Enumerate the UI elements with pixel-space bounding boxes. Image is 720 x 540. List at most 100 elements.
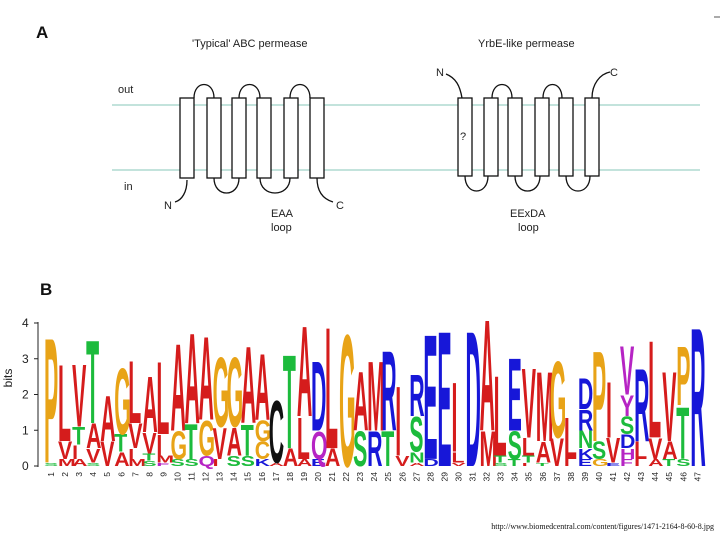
logo-letter: E — [423, 297, 437, 496]
panel-b-letter: B — [40, 280, 52, 299]
yrbe-tm-helix — [483, 97, 499, 177]
typical-permease-title: 'Typical' ABC permease — [192, 38, 307, 50]
logo-letter: A — [86, 418, 102, 457]
position-label: 42 — [622, 472, 632, 482]
logo-letter: I — [564, 457, 570, 468]
logo-letter: V — [128, 418, 143, 457]
logo-letter: G — [550, 339, 567, 461]
logo-letter: K — [255, 457, 270, 468]
position-label: 11 — [187, 472, 197, 481]
position-label: 12 — [201, 472, 211, 482]
logo-letter: Y — [620, 391, 634, 423]
position-label: 37 — [552, 472, 562, 482]
logo-letter: A — [283, 443, 299, 471]
typical-c-terminus: C — [336, 200, 344, 212]
logo-letter: S — [592, 436, 606, 464]
logo-letter: A — [409, 462, 424, 467]
eexda-loop-label-2: loop — [518, 222, 539, 234]
logo-letter: V — [620, 331, 634, 409]
typical-tm-helix — [309, 97, 325, 179]
logo-letter: D — [423, 457, 438, 468]
logo-letter: A — [72, 457, 87, 468]
yrbe-tm-helix — [457, 97, 473, 177]
position-label: 7 — [130, 472, 140, 477]
logo-letter: L — [634, 436, 647, 464]
logo-letter: C — [269, 381, 284, 481]
logo-letter: R — [381, 329, 396, 456]
logo-letter: A — [536, 437, 551, 469]
logo-letter: V — [142, 428, 157, 460]
position-label: 9 — [158, 472, 168, 477]
logo-letter: N — [578, 426, 593, 454]
logo-letter: L — [128, 342, 141, 442]
eexda-loop-label-1: EExDA — [510, 208, 546, 220]
logo-letter: A — [100, 383, 115, 456]
logo-letter: L — [494, 354, 507, 481]
position-label: 41 — [608, 472, 618, 482]
typical-loop-in-1 — [213, 177, 240, 194]
logo-letter: V — [86, 445, 100, 467]
logo-letter: R — [690, 286, 705, 508]
logo-letter: T — [662, 457, 675, 468]
logo-letter: V — [451, 462, 466, 467]
position-label: 22 — [341, 472, 351, 482]
y-tick-label: 4 — [22, 316, 29, 330]
logo-letter: Q — [199, 452, 216, 469]
y-tick-label: 2 — [22, 388, 29, 402]
logo-letter: A — [255, 335, 270, 440]
logo-letter: A — [114, 449, 130, 471]
logo-letter: V — [72, 346, 86, 446]
position-label: 34 — [510, 472, 520, 482]
logo-letter: I — [72, 441, 78, 463]
logo-letter: A — [142, 361, 157, 450]
position-label: 19 — [299, 472, 309, 482]
logo-letter: V — [522, 349, 536, 460]
logo-letter: L — [58, 342, 71, 464]
panel-a-letter: A — [36, 23, 48, 42]
typical-loop-out-1 — [193, 83, 215, 99]
logo-letter: L — [297, 407, 310, 472]
position-label: 47 — [692, 472, 702, 482]
logo-letter: A — [227, 419, 242, 464]
position-label: 10 — [172, 472, 182, 482]
position-label: 36 — [538, 472, 548, 482]
y-tick-label: 3 — [22, 352, 29, 366]
position-label: 8 — [144, 472, 154, 477]
logo-letter: S — [44, 462, 58, 467]
logo-letter: D — [620, 431, 635, 453]
logo-letter: V — [648, 434, 663, 466]
typical-n-terminus: N — [164, 200, 172, 212]
logo-letter: R — [578, 405, 594, 437]
position-label: 17 — [271, 472, 281, 482]
yrbe-c-tail — [591, 71, 611, 99]
logo-letter: I — [634, 457, 640, 468]
logo-letter: D — [466, 292, 481, 508]
logo-letter: P — [592, 324, 606, 469]
position-label: 18 — [285, 472, 295, 482]
logo-letter: T — [381, 422, 394, 478]
typical-tm-helix — [256, 97, 272, 179]
logo-letter: Q — [311, 423, 328, 468]
position-label: 26 — [397, 472, 407, 482]
logo-letter: T — [86, 317, 99, 449]
logo-letter: R — [409, 364, 424, 429]
position-label: 15 — [243, 472, 253, 482]
yrbe-loop-in-2 — [514, 175, 541, 192]
logo-letter: T — [142, 452, 155, 463]
logo-letter: T — [494, 453, 507, 464]
logo-letter: T — [522, 453, 535, 464]
typical-n-tail — [174, 179, 188, 203]
logo-letter: A — [297, 457, 312, 468]
position-label: 43 — [636, 472, 646, 482]
yrbe-permease-title: YrbE-like permease — [478, 38, 575, 50]
logo-letter: A — [297, 299, 312, 444]
logo-letter: S — [170, 457, 184, 468]
typical-permease-diagram — [174, 83, 334, 203]
logo-letter: S — [86, 462, 100, 467]
position-label: 39 — [580, 472, 590, 482]
figure-source-url: http://www.biomedcentral.com/content/fig… — [491, 522, 714, 531]
unknown-helix-question: ? — [460, 131, 466, 143]
position-label: 3 — [74, 472, 84, 477]
position-label: 45 — [664, 472, 674, 482]
logo-letter: S — [508, 423, 522, 468]
